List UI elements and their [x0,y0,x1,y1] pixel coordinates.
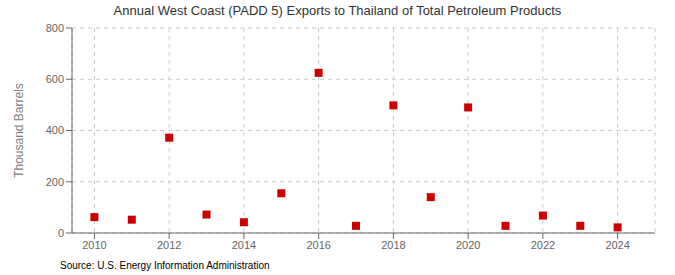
svg-text:2016: 2016 [306,239,330,251]
svg-text:400: 400 [46,124,64,136]
svg-text:2010: 2010 [82,239,106,251]
svg-text:800: 800 [46,22,64,34]
svg-text:Thousand Barrels: Thousand Barrels [12,83,26,178]
svg-text:2018: 2018 [381,239,405,251]
svg-text:2022: 2022 [531,239,555,251]
svg-text:2012: 2012 [157,239,181,251]
svg-text:2014: 2014 [232,239,256,251]
svg-text:2020: 2020 [456,239,480,251]
html-text:Source: U.S. Energy Informatio: Source: U.S. Energy Information Administ… [60,260,270,271]
svg-text:600: 600 [46,73,64,85]
svg-text:200: 200 [46,176,64,188]
svg-text:2024: 2024 [605,239,629,251]
html-text:Annual West Coast (PADD 5) Exp: Annual West Coast (PADD 5) Exports to Th… [113,3,562,18]
svg-text:0: 0 [58,227,64,239]
